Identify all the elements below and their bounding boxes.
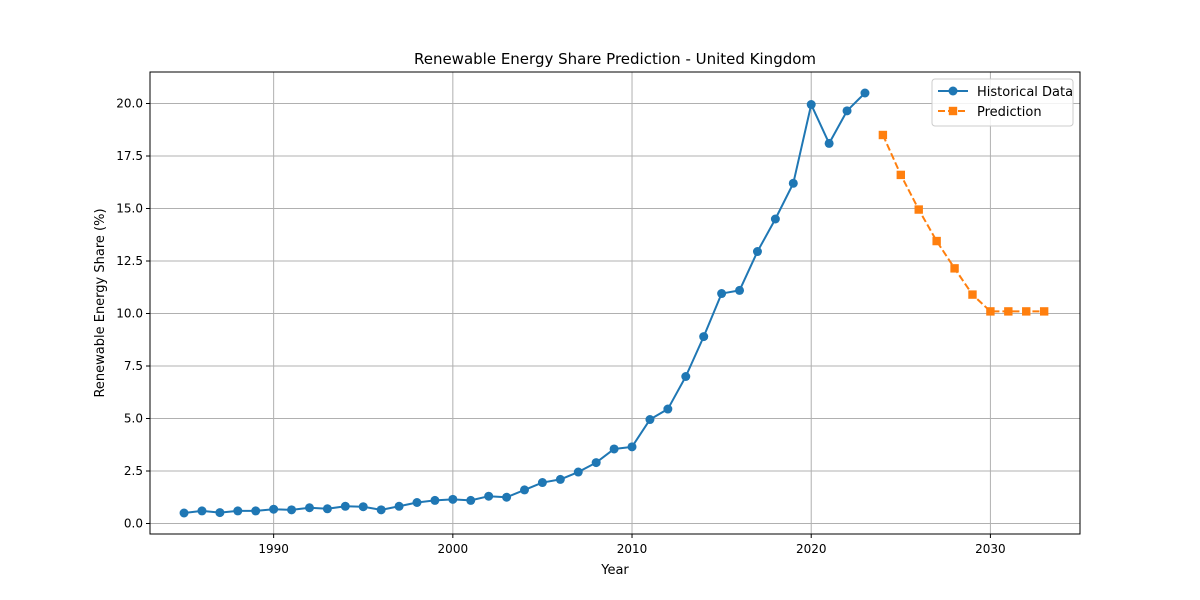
historical-data-point [824, 138, 834, 148]
historical-data-point [233, 506, 243, 516]
historical-data-legend-marker [948, 86, 958, 96]
historical-data-point [752, 247, 762, 257]
historical-data-point [448, 494, 458, 504]
historical-data-point [251, 506, 261, 516]
historical-data-point [287, 505, 297, 515]
x-tick-label: 2030 [975, 542, 1006, 556]
historical-data-point [699, 332, 709, 342]
prediction-point [1004, 307, 1013, 316]
series-layer [179, 88, 1049, 518]
historical-data-point [394, 501, 404, 511]
prediction-point [878, 130, 888, 140]
y-tick-label: 2.5 [124, 464, 143, 478]
historical-data-point [340, 501, 350, 511]
prediction-point [1022, 307, 1031, 316]
y-tick-label: 7.5 [124, 359, 143, 373]
chart-title: Renewable Energy Share Prediction - Unit… [414, 50, 816, 68]
x-tick-label: 1990 [258, 542, 289, 556]
prediction-point [932, 236, 941, 246]
y-tick-label: 15.0 [116, 202, 143, 216]
historical-data-point [179, 508, 189, 518]
prediction-point [914, 205, 923, 214]
x-tick-label: 2020 [796, 542, 827, 556]
x-tick-label: 2000 [438, 542, 469, 556]
prediction-legend-label: Prediction [977, 105, 1042, 120]
historical-data-point [663, 404, 673, 414]
historical-data-point [842, 106, 852, 116]
historical-data-point [304, 503, 314, 513]
historical-data-legend-label: Historical Data [977, 85, 1073, 100]
legend: Historical Data Prediction [931, 78, 1074, 127]
prediction-point [968, 290, 977, 299]
y-tick-label: 12.5 [116, 254, 143, 268]
historical-data-point [735, 285, 745, 295]
prediction-point [986, 307, 995, 316]
historical-data-point [466, 495, 476, 505]
y-axis-label: Renewable Energy Share (%) [93, 208, 108, 397]
prediction-point [896, 170, 906, 180]
historical-data-point [215, 508, 225, 518]
y-tick-label: 10.0 [116, 307, 143, 321]
prediction-point [1039, 307, 1049, 316]
y-tick-label: 5.0 [124, 412, 143, 426]
historical-data-point [860, 88, 870, 98]
historical-data-point [197, 506, 207, 516]
historical-data-point [484, 491, 494, 501]
y-tick-label: 17.5 [116, 149, 143, 163]
historical-data-point [627, 442, 637, 452]
historical-data-series [179, 88, 870, 518]
historical-data-point [502, 492, 512, 502]
prediction-legend-marker [948, 106, 958, 116]
ticks: 1990 2000 2010 2020 2030 0.0 2.5 5.0 7.5 10.0 12.5… [116, 97, 1005, 557]
historical-data-point [770, 214, 780, 224]
historical-data-point [269, 504, 279, 514]
historical-data-point [645, 415, 655, 425]
prediction-series [878, 130, 1049, 316]
prediction-point [950, 264, 959, 273]
historical-data-point [430, 495, 440, 505]
historical-data-point [806, 100, 816, 110]
historical-data-point [520, 485, 530, 495]
plot-frame [149, 71, 1081, 535]
historical-data-point [788, 178, 798, 188]
x-axis-label: Year [600, 563, 629, 578]
historical-data-point [555, 474, 565, 484]
historical-data-point [537, 478, 547, 488]
grid [150, 72, 1080, 534]
historical-data-point [376, 505, 386, 515]
historical-data-point [591, 458, 601, 468]
y-tick-label: 0.0 [124, 517, 143, 531]
historical-data-point [609, 444, 619, 454]
y-tick-label: 20.0 [116, 97, 143, 111]
historical-data-point [681, 372, 691, 381]
prediction-line [881, 134, 1045, 313]
x-tick-label: 2010 [617, 542, 648, 556]
historical-data-point [322, 504, 332, 514]
historical-data-point [717, 289, 727, 299]
historical-data-point [573, 467, 583, 477]
historical-data-point [358, 502, 368, 512]
historical-data-point [412, 498, 422, 507]
